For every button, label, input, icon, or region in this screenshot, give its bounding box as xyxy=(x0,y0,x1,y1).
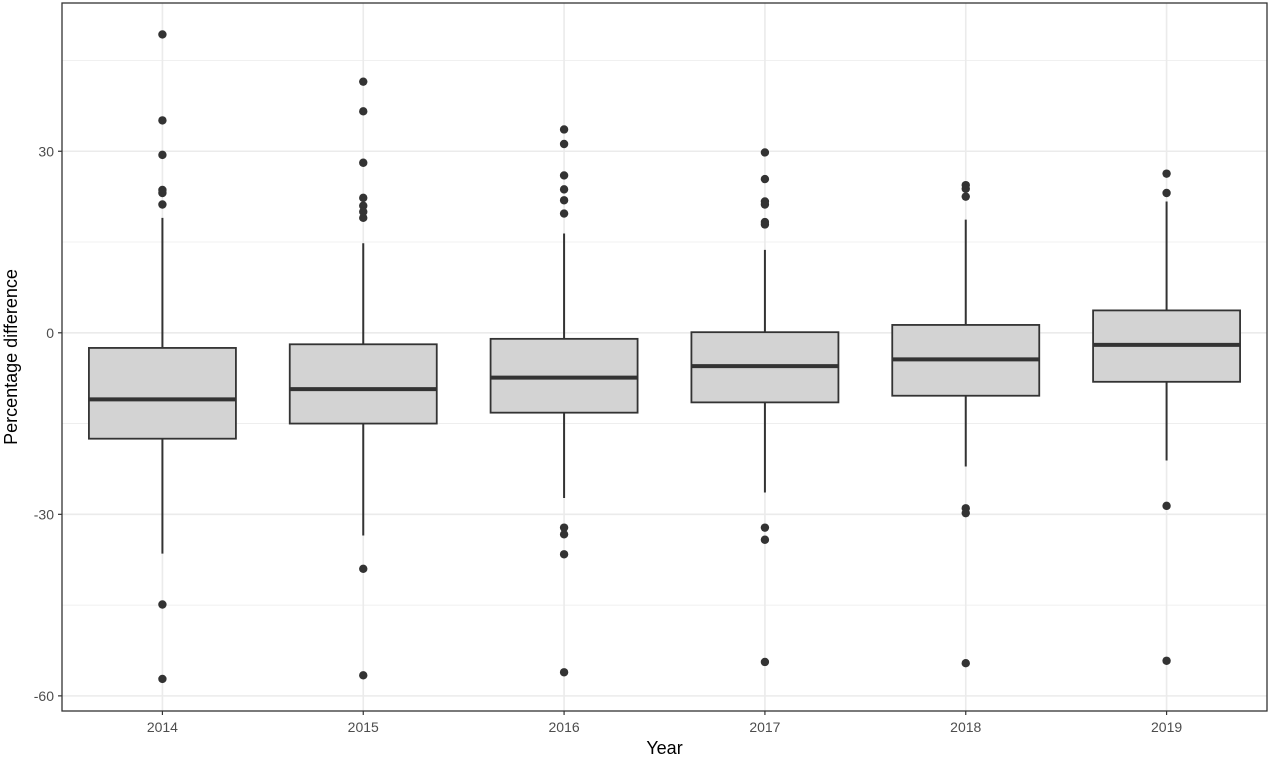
outlier-point xyxy=(158,150,167,160)
outlier-point xyxy=(961,508,970,518)
outlier-point xyxy=(760,148,770,157)
outlier-point xyxy=(359,158,368,167)
outlier-point xyxy=(559,209,569,218)
outlier-point xyxy=(760,657,770,667)
outlier-point xyxy=(1162,656,1171,665)
outlier-point xyxy=(559,550,569,559)
y-tick-label: -60 xyxy=(34,688,54,704)
outlier-point xyxy=(559,185,569,194)
outlier-point xyxy=(1162,169,1171,178)
outlier-point xyxy=(158,600,167,609)
box-2019 xyxy=(1092,201,1241,461)
grid-lines xyxy=(62,3,1267,711)
outlier-point xyxy=(1162,501,1171,511)
y-tick-label: 0 xyxy=(46,325,54,341)
outlier-point xyxy=(760,200,770,209)
x-tick-label: 2015 xyxy=(348,719,379,735)
outlier-point xyxy=(559,125,569,134)
outlier-point xyxy=(559,668,569,677)
plot-panel-border xyxy=(61,2,1268,712)
box-series xyxy=(88,201,1241,554)
outlier-point xyxy=(760,523,770,532)
y-axis-title: Percentage difference xyxy=(1,269,21,445)
x-tick-label: 2018 xyxy=(950,719,981,735)
outlier-point xyxy=(359,564,368,573)
outlier-point xyxy=(158,200,167,209)
outlier-point xyxy=(359,77,368,86)
axes: -60 -30 0 30 2014 2015 2016 2017 2018 2019 xyxy=(34,143,1183,735)
outlier-point xyxy=(359,107,368,116)
outlier-point xyxy=(1162,188,1171,198)
outlier-point xyxy=(158,116,167,125)
outlier-point xyxy=(158,674,167,684)
outlier-point xyxy=(359,207,368,216)
x-tick-label: 2016 xyxy=(549,719,580,735)
box-2016 xyxy=(489,233,639,498)
outlier-point xyxy=(158,30,167,39)
outlier-point xyxy=(359,201,368,210)
outlier-point xyxy=(760,220,770,229)
x-axis-title: Year xyxy=(646,738,682,758)
y-tick-label: -30 xyxy=(34,506,54,522)
x-tick-label: 2019 xyxy=(1151,719,1182,735)
outlier-point xyxy=(559,530,569,539)
outlier-point xyxy=(359,671,368,680)
outlier-point xyxy=(961,192,970,201)
x-tick-label: 2017 xyxy=(749,719,780,735)
outlier-point xyxy=(559,171,569,180)
outlier-point xyxy=(760,535,770,544)
outlier-point xyxy=(359,193,368,203)
box-2015 xyxy=(288,243,438,536)
y-tick-label: 30 xyxy=(38,143,54,159)
outlier-point xyxy=(158,188,167,198)
outlier-point xyxy=(359,213,368,223)
outlier-point xyxy=(559,196,569,205)
outlier-point xyxy=(961,184,970,193)
x-tick-label: 2014 xyxy=(147,719,178,735)
outlier-point xyxy=(559,139,569,149)
box-2014 xyxy=(88,217,237,554)
box-body xyxy=(288,343,438,425)
outlier-point xyxy=(760,174,770,184)
outlier-points xyxy=(158,30,1171,684)
box-2018 xyxy=(891,219,1041,467)
outlier-point xyxy=(559,523,569,532)
outlier-point xyxy=(961,658,970,668)
box-2017 xyxy=(690,249,840,493)
box-body xyxy=(88,347,237,440)
